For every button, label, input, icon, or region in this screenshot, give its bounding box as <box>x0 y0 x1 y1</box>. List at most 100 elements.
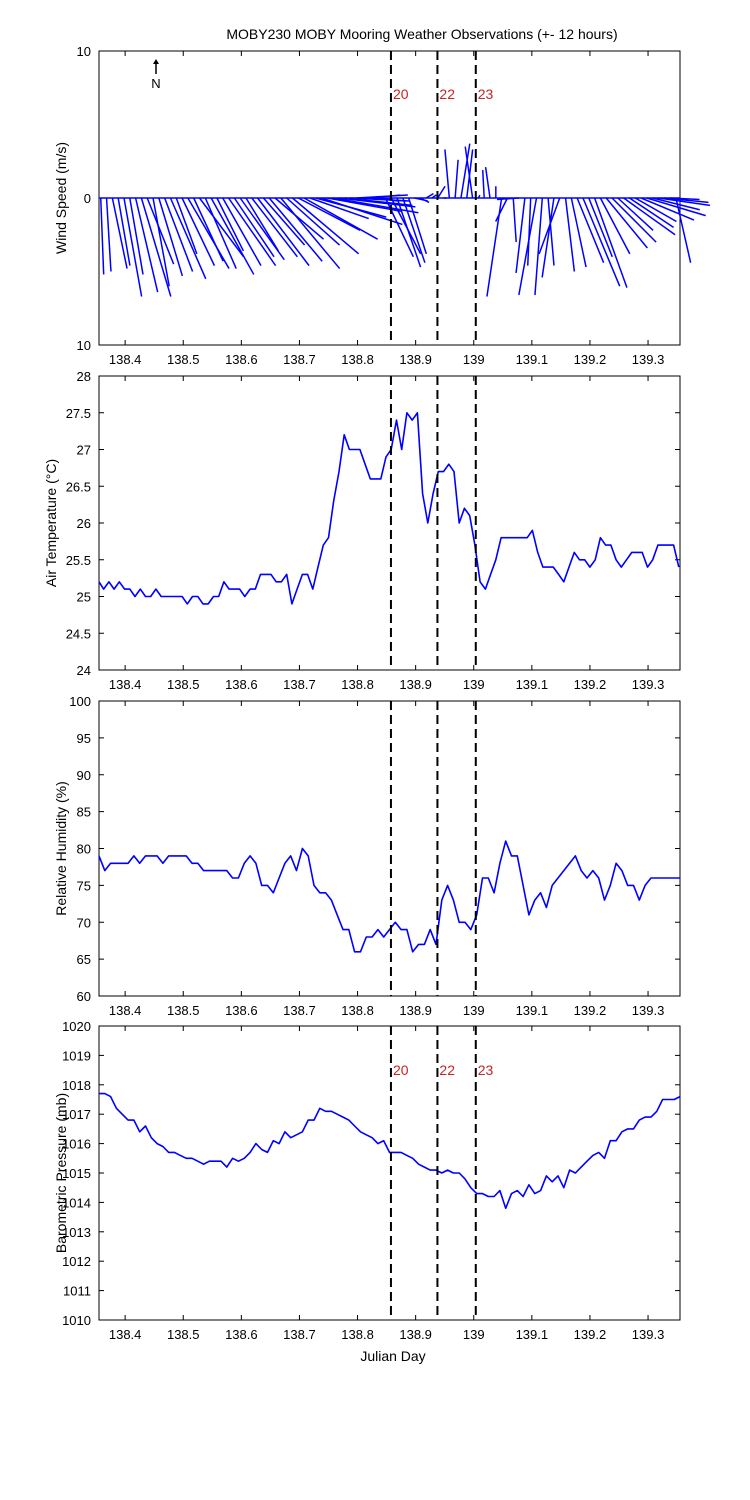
wind-stick <box>515 197 526 274</box>
wind-stick <box>227 197 277 267</box>
wind-stick <box>146 197 175 265</box>
barometric-pressure-y-tick-label: 1014 <box>62 1195 91 1210</box>
relative-humidity-x-tick-label: 139.2 <box>574 1003 607 1018</box>
relative-humidity-x-tick-label: 138.9 <box>399 1003 432 1018</box>
relative-humidity-x-tick-label: 139 <box>463 1003 485 1018</box>
wind-stick <box>134 197 159 293</box>
wind-stick <box>123 197 143 297</box>
air-temperature-y-tick-label: 28 <box>77 369 91 384</box>
barometric-pressure-y-tick-label: 1019 <box>62 1048 91 1063</box>
wind-stick <box>333 197 419 214</box>
wind-stick <box>670 197 700 201</box>
barometric-pressure-y-tick-label: 1017 <box>62 1107 91 1122</box>
barometric-pressure-x-tick-label: 138.6 <box>225 1327 258 1342</box>
wind-stick <box>204 197 237 269</box>
panel-wind: Wind Speed (m/s) 138.4 138.5 138.6 138.7 138.… <box>53 44 711 367</box>
relative-humidity-y-tick-label: 75 <box>77 878 91 893</box>
wind-stick <box>163 197 194 272</box>
barometric-pressure-event-label: 20 <box>393 1062 409 1078</box>
figure-title: MOBY230 MOBY Mooring Weather Observation… <box>226 26 617 42</box>
air-temperature-x-tick-label: 138.5 <box>167 677 200 692</box>
air-temperature-x-tick-label: 139.1 <box>516 677 549 692</box>
wind-stick <box>652 197 700 211</box>
panel-relative-humidity: Relative Humidity (%) 138.4 138.5 138.6 138.… <box>53 694 681 1018</box>
barometric-pressure-y-tick-label: 1011 <box>63 1284 91 1299</box>
wind-stick <box>140 197 172 297</box>
wind-stick <box>198 197 245 258</box>
air-temperature-y-tick-label: 26 <box>77 516 91 531</box>
wind-stick <box>396 197 422 268</box>
wind-y-tick-label: 0 <box>84 191 91 206</box>
wind-x-tick-label: 138.6 <box>225 352 258 367</box>
wind-stick <box>576 197 605 263</box>
wind-stick <box>117 197 131 266</box>
wind-stick <box>181 197 216 266</box>
wind-stick <box>251 197 298 258</box>
barometric-pressure-y-tick-label: 1015 <box>62 1166 91 1181</box>
wind-event-label: 22 <box>439 86 455 102</box>
relative-humidity-x-tick-label: 138.5 <box>167 1003 200 1018</box>
wind-stick <box>534 197 544 296</box>
relative-humidity-y-tick-label: 95 <box>77 731 91 746</box>
wind-stick <box>484 167 491 199</box>
air-temperature-y-tick-label: 27.5 <box>66 406 91 421</box>
wind-stick <box>105 197 112 272</box>
wind-stick <box>634 197 677 223</box>
barometric-pressure-x-tick-label: 138.5 <box>167 1327 200 1342</box>
north-arrow-label: N <box>151 76 160 91</box>
barometric-pressure-event-label: 22 <box>439 1062 455 1078</box>
wind-stick <box>464 146 474 199</box>
wind-y-tick-label: 10 <box>77 338 91 353</box>
wind-stick <box>407 197 428 255</box>
relative-humidity-frame <box>98 700 681 997</box>
air-temperature-y-tick-label: 24.5 <box>66 626 91 641</box>
wind-stick <box>646 197 706 217</box>
wind-stick <box>274 197 325 240</box>
wind-stick <box>570 197 587 268</box>
relative-humidity-series-line <box>98 840 680 953</box>
wind-stick <box>99 197 105 275</box>
relative-humidity-y-tick-label: 90 <box>77 768 91 783</box>
wind-stick <box>582 197 621 287</box>
air-temperature-x-tick-label: 138.9 <box>399 677 432 692</box>
wind-y-tick-label: 10 <box>77 44 91 59</box>
wind-stick <box>477 194 481 199</box>
relative-humidity-x-tick-label: 138.6 <box>225 1003 258 1018</box>
barometric-pressure-y-tick-label: 1010 <box>62 1313 91 1328</box>
wind-stick <box>496 197 520 201</box>
barometric-pressure-event-label: 23 <box>478 1062 494 1078</box>
wind-stick <box>193 197 224 262</box>
wind-stick <box>344 197 413 207</box>
wind-stick <box>187 197 230 269</box>
air-temperature-x-tick-label: 139.3 <box>632 677 665 692</box>
air-temperature-x-tick-label: 138.4 <box>109 677 142 692</box>
wind-stick <box>268 197 323 262</box>
wind-stick <box>437 185 446 199</box>
wind-stick <box>286 197 341 246</box>
barometric-pressure-y-tick-label: 1013 <box>62 1225 91 1240</box>
barometric-pressure-x-tick-label: 138.7 <box>283 1327 316 1342</box>
barometric-pressure-x-tick-label: 139 <box>463 1327 485 1342</box>
relative-humidity-y-tick-label: 70 <box>77 915 91 930</box>
relative-humidity-x-tick-label: 138.7 <box>283 1003 316 1018</box>
relative-humidity-x-tick-label: 139.3 <box>632 1003 665 1018</box>
wind-stick <box>169 197 207 280</box>
wind-stick <box>327 197 401 212</box>
wind-x-tick-label: 138.5 <box>167 352 200 367</box>
wind-stick <box>367 194 401 199</box>
wind-stick <box>541 197 555 278</box>
air-temperature-frame <box>98 375 681 671</box>
relative-humidity-y-tick-label: 65 <box>77 952 91 967</box>
wind-stick <box>444 149 451 199</box>
wind-stick <box>262 197 306 246</box>
air-temperature-x-tick-label: 138.8 <box>341 677 374 692</box>
wind-stick <box>303 197 378 240</box>
relative-humidity-x-tick-label: 138.8 <box>341 1003 374 1018</box>
wind-stick <box>257 197 310 267</box>
air-temperature-y-tick-label: 25.5 <box>66 553 91 568</box>
wind-stick <box>629 197 674 229</box>
relative-humidity-y-tick-label: 60 <box>77 989 91 1004</box>
air-temperature-y-tick-label: 25 <box>77 590 91 605</box>
air-temperature-x-tick-label: 139 <box>463 677 485 692</box>
wind-stick <box>222 197 262 266</box>
